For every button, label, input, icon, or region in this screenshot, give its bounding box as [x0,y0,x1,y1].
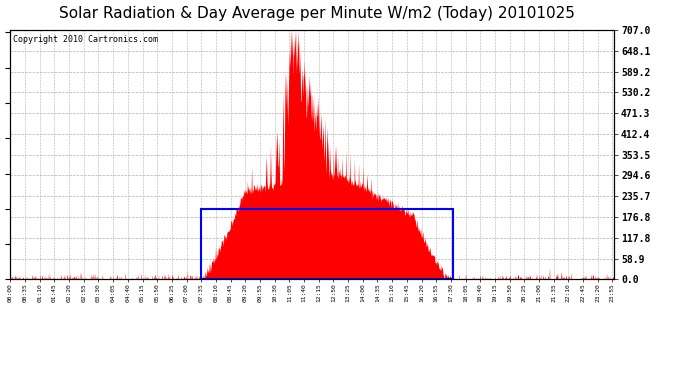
Bar [201,209,453,279]
Text: Copyright 2010 Cartronics.com: Copyright 2010 Cartronics.com [13,35,159,44]
Text: Solar Radiation & Day Average per Minute W/m2 (Today) 20101025: Solar Radiation & Day Average per Minute… [59,6,575,21]
